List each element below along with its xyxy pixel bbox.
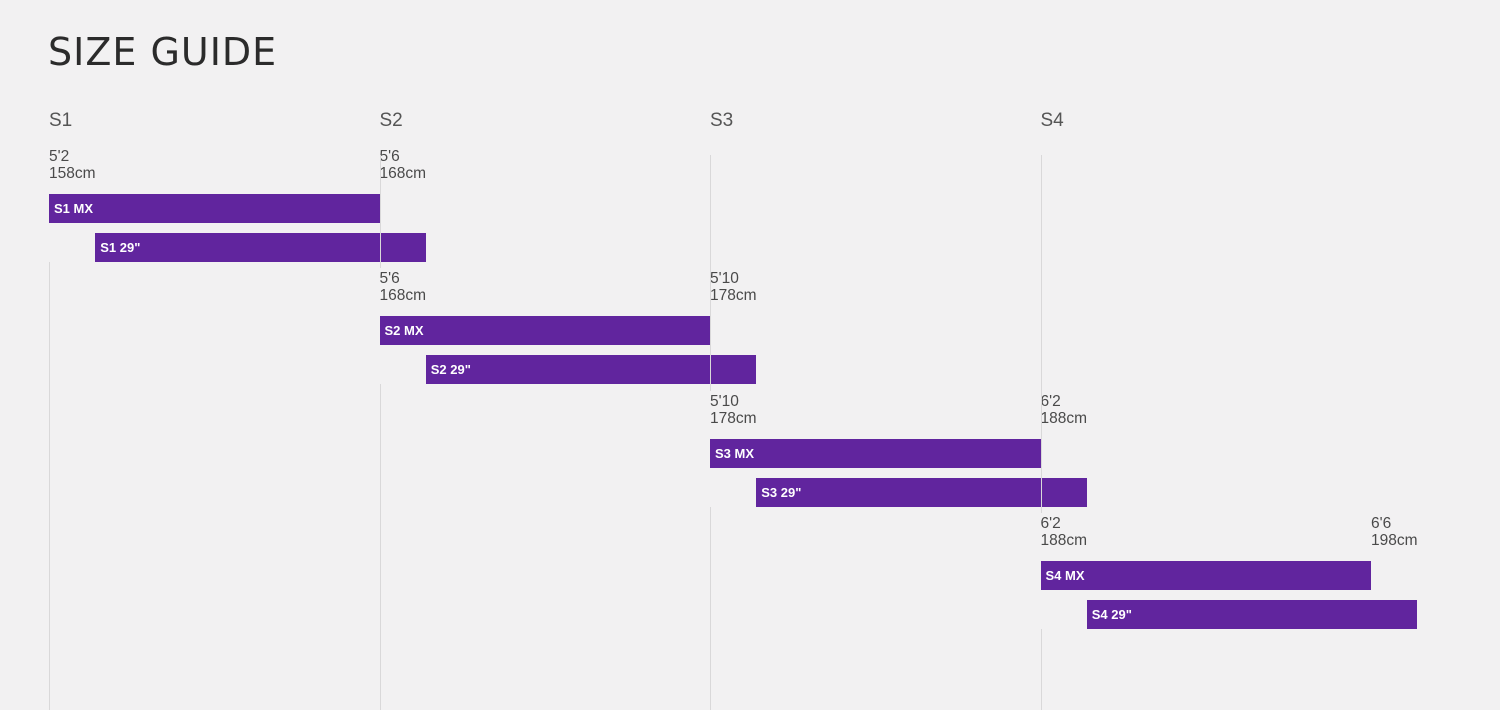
bar-label: S3 MX (715, 445, 755, 461)
column-header-s1: S1 (49, 110, 73, 131)
max-height-metric: 178cm (710, 287, 757, 305)
min-height-metric: 188cm (1040, 531, 1088, 549)
column-header-s2: S2 (379, 110, 403, 131)
column-header-s3: S3 (710, 110, 734, 131)
bar-label: S4 29" (1091, 606, 1132, 622)
range-bar-s4-29[interactable]: S4 29" (1086, 599, 1418, 629)
page-title: SIZE GUIDE (48, 30, 278, 74)
range-bar-s3-mx[interactable]: S3 MX (710, 438, 1041, 468)
max-height-imperial: 6'6 (1371, 514, 1392, 532)
guide-line-upper-s4 (1040, 155, 1042, 513)
guide-line-s3 (710, 506, 711, 710)
range-bar-s1-mx[interactable]: S1 MX (49, 194, 380, 223)
guide-line-s4 (1040, 628, 1042, 710)
guide-line-s1 (49, 262, 50, 710)
max-height-metric: 188cm (1040, 409, 1088, 427)
column-header-s4: S4 (1040, 110, 1064, 131)
range-bar-s2-29[interactable]: S2 29" (425, 355, 757, 385)
range-bar-s4-mx[interactable]: S4 MX (1040, 560, 1371, 590)
min-height-imperial: 5'2 (49, 148, 70, 165)
max-height-label: 6'6 198cm (1371, 515, 1418, 549)
min-height-metric: 158cm (49, 165, 96, 182)
max-height-imperial: 5'10 (710, 270, 739, 288)
min-height-label: 5'10 178cm (710, 393, 757, 427)
bar-label: S2 29" (430, 362, 471, 378)
bar-label: S3 29" (761, 484, 802, 500)
min-height-imperial: 6'2 (1040, 514, 1061, 532)
min-height-label: 5'2 158cm (49, 148, 96, 182)
range-bar-s3-29[interactable]: S3 29" (756, 477, 1087, 507)
min-height-label: 6'2 188cm (1041, 515, 1088, 549)
guide-line-s2 (379, 384, 381, 710)
bar-label: S4 MX (1045, 567, 1085, 583)
max-height-imperial: 5'6 (379, 148, 400, 165)
bar-label: S1 29" (100, 240, 141, 255)
bar-label: S1 MX (54, 201, 94, 216)
range-bar-s2-mx[interactable]: S2 MX (379, 316, 710, 346)
max-height-label: 6'2 188cm (1041, 393, 1088, 427)
max-height-label: 5'6 168cm (380, 148, 427, 182)
min-height-metric: 168cm (379, 287, 427, 305)
max-height-imperial: 6'2 (1040, 392, 1061, 410)
max-height-metric: 168cm (379, 165, 427, 182)
min-height-imperial: 5'6 (379, 270, 400, 288)
max-height-metric: 198cm (1371, 531, 1418, 549)
guide-line-upper-s3 (710, 155, 711, 391)
max-height-label: 5'10 178cm (710, 270, 757, 304)
bar-label: S2 MX (384, 323, 424, 339)
min-height-imperial: 5'10 (710, 392, 739, 410)
guide-line-upper-s2 (379, 155, 381, 269)
min-height-metric: 178cm (710, 409, 757, 427)
min-height-label: 5'6 168cm (380, 270, 427, 304)
range-bar-s1-29[interactable]: S1 29" (95, 233, 426, 262)
